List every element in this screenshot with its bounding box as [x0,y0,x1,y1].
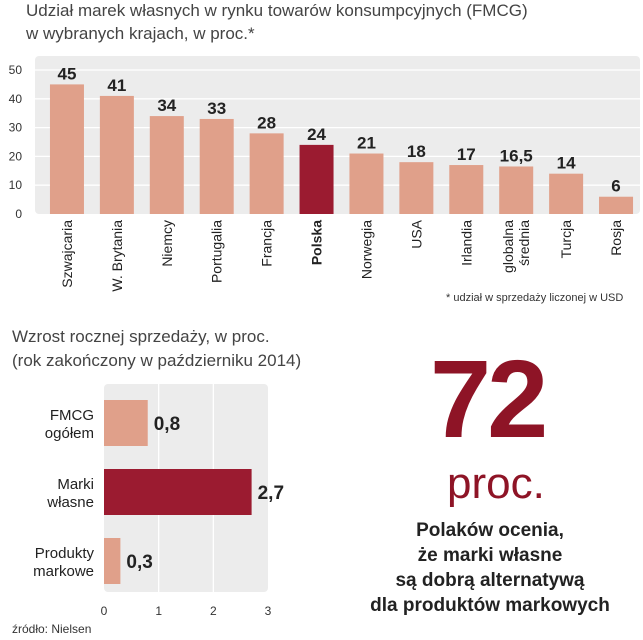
chart1-title-line1: Udział marek własnych w rynku towarów ko… [26,1,528,20]
callout-line-3: są dobrą alternatywą [395,570,585,591]
chart1-value-label: 45 [57,64,76,83]
callout-value: 72 [430,338,548,461]
chart1-y-tick-label: 20 [9,149,23,163]
chart1-y-tick-label: 10 [9,178,23,192]
chart1-bar-polska [299,144,334,214]
chart1-category-label: USA [408,219,424,248]
chart1-bar-niemcy [149,116,184,214]
chart2-bar-fmcg-ogółem [104,400,148,446]
chart2-x-tick-label: 2 [210,604,217,618]
chart2-title-line2: (rok zakończony w październiku 2014) [12,351,302,370]
callout-description: Polaków ocenia, że marki własne są dobrą… [345,518,635,618]
chart1-category-label: Irlandia [458,220,474,266]
chart1-bar-turcja [549,173,584,214]
chart1-bar-usa [399,162,434,214]
chart2-bar-marki-własne [104,469,252,515]
chart1-value-label: 14 [557,154,576,173]
chart1-title-line2: w wybranych krajach, w proc.* [26,24,255,43]
chart1-value-label: 17 [457,145,476,164]
chart1-bar-francja [249,133,284,214]
chart1-bar-w-brytania [99,95,134,214]
chart1-value-label: 6 [611,177,620,196]
chart1-bar-portugalia [199,118,234,214]
chart2-bar-produkty-markowe [104,538,121,584]
chart1-value-label: 16,5 [500,146,533,165]
chart2-value-label: 0,3 [126,552,152,573]
chart2-x-tick-label: 0 [101,604,108,618]
chart1-category-label: średnia [516,220,532,266]
chart1-value-label: 28 [257,113,276,132]
chart1-category-label: Turcja [558,220,574,259]
chart1-category-label: Portugalia [209,220,225,283]
chart2-category-label: FMCG [50,407,94,424]
chart1-y-tick-label: 50 [9,63,23,77]
chart1-y-tick-label: 40 [9,92,23,106]
chart1-value-label: 21 [357,134,376,153]
chart2-title-line1: Wzrost rocznej sprzedaży, w proc. [12,327,270,346]
chart1-category-label: Norwegia [358,220,374,279]
source-note: źródło: Nielsen [12,622,92,636]
chart1-bar-norwegia [349,153,384,214]
chart2-category-label: Marki [57,476,94,493]
chart1-value-label: 18 [407,142,426,161]
chart1-y-tick-label: 30 [9,121,23,135]
chart1-category-label: globalna [500,220,516,273]
chart1-bar-rosja [599,196,634,214]
chart2-x-tick-label: 1 [155,604,162,618]
chart1-plot-area [35,56,640,214]
callout-line-1: Polaków ocenia, [416,520,564,541]
chart1-y-tick-label: 0 [15,207,22,221]
chart1-category-label: Niemcy [159,220,175,267]
chart2-x-tick-label: 3 [265,604,272,618]
chart1-category-label: Rosja [608,220,624,256]
chart1-value-label: 41 [107,76,126,95]
chart1-country-share: 0 10 20 30 40 50 45 Szwajcaria 41 W. Brytania 34 Ni… [9,56,640,292]
chart2-category-label: Produkty [35,545,95,562]
chart1-footnote: * udział w sprzedaży liczonej w USD [446,292,624,304]
chart2-category-label: markowe [33,563,94,580]
chart2-value-label: 2,7 [258,483,284,504]
chart2-category-label: ogółem [45,425,94,442]
callout-line-2: że marki własne [417,545,563,566]
chart1-bar-globalna-średnia [499,166,534,214]
callout-line-4: dla produktów markowych [370,595,610,616]
chart1-category-label: Polska [309,220,325,265]
chart2-category-label: własne [46,494,94,511]
chart1-value-label: 33 [207,99,226,118]
chart2-value-label: 0,8 [154,414,180,435]
chart1-value-label: 24 [307,125,326,144]
chart1-category-label: Francja [259,220,275,267]
chart1-bar-irlandia [449,165,484,214]
chart1-bar-szwajcaria [49,84,84,215]
callout-unit: proc. [447,459,545,508]
chart1-category-label: W. Brytania [109,220,125,292]
chart1-value-label: 34 [157,96,176,115]
chart1-category-label: Szwajcaria [59,220,75,288]
